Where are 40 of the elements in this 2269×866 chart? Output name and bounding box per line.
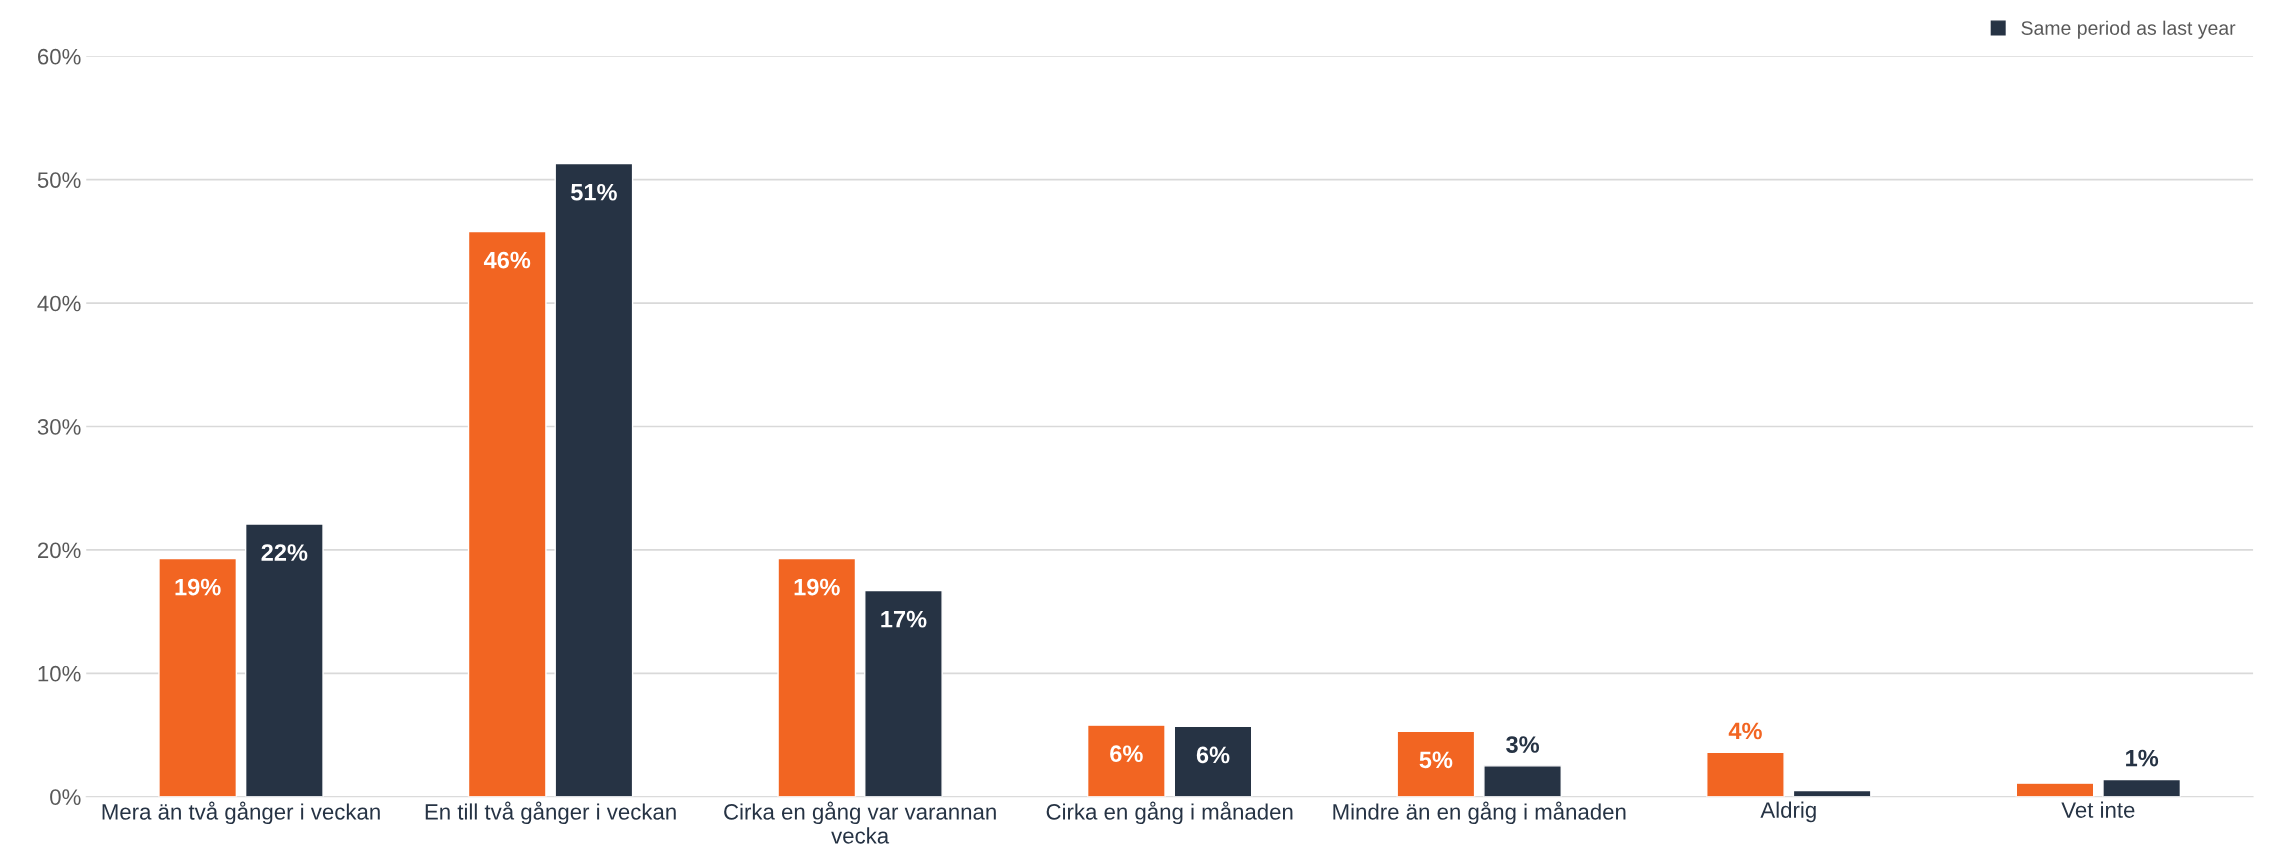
data-label: 5% bbox=[1419, 751, 1453, 769]
x-tick-label: En till två gånger i veckan bbox=[425, 801, 676, 825]
y-tick-label: 40% bbox=[37, 295, 81, 312]
bar bbox=[2102, 778, 2182, 797]
data-label: 1% bbox=[2126, 749, 2159, 767]
x-tick-label: Vet inte bbox=[2061, 801, 2135, 818]
x-tick-label: Cirka en gång i månaden bbox=[1046, 801, 1293, 825]
data-label: 19% bbox=[175, 578, 221, 596]
data-label: 4% bbox=[1728, 722, 1762, 740]
bar bbox=[1396, 730, 1476, 797]
bar bbox=[1173, 725, 1253, 797]
y-tick-label: 0% bbox=[50, 789, 81, 805]
legend-label: Same period as last year bbox=[2021, 20, 2236, 39]
y-tick-label: 50% bbox=[37, 172, 81, 188]
bar bbox=[2015, 782, 2095, 797]
bar bbox=[554, 162, 634, 797]
bar bbox=[777, 557, 857, 797]
y-tick-label: 30% bbox=[37, 419, 81, 435]
x-tick-label: Mera än två gånger i veckan bbox=[102, 801, 380, 825]
bar bbox=[1086, 724, 1166, 797]
bar bbox=[158, 557, 238, 797]
data-label: 22% bbox=[261, 544, 308, 561]
data-label: 46% bbox=[483, 251, 531, 269]
y-tick-label: 10% bbox=[38, 665, 81, 682]
x-tick-label: Cirka en gång var varannan vecka bbox=[724, 801, 996, 844]
bar bbox=[244, 523, 324, 797]
bar bbox=[864, 589, 943, 797]
data-label: 6% bbox=[1110, 745, 1143, 763]
y-tick-label: 20% bbox=[38, 542, 81, 559]
data-label: 3% bbox=[1506, 736, 1539, 753]
x-tick-label: Aldrig bbox=[1760, 801, 1816, 823]
bar bbox=[1483, 765, 1562, 797]
bar bbox=[467, 230, 547, 797]
x-tick-label: Mindre än en gång i månaden bbox=[1333, 801, 1626, 825]
data-label: 17% bbox=[881, 610, 927, 628]
bar bbox=[1706, 751, 1785, 797]
data-label: 6% bbox=[1196, 746, 1230, 764]
data-label: 51% bbox=[570, 183, 617, 201]
y-tick-label: 60% bbox=[38, 48, 81, 65]
data-label: 19% bbox=[794, 578, 840, 596]
